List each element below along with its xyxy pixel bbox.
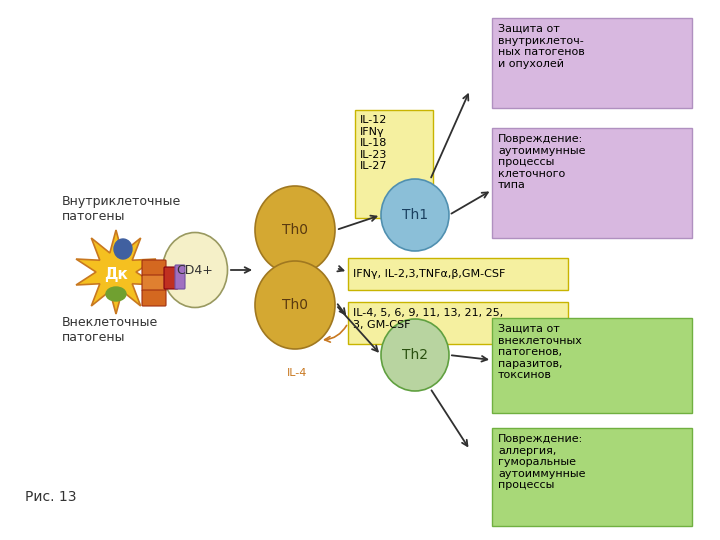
FancyBboxPatch shape [492,18,692,108]
FancyBboxPatch shape [492,428,692,526]
Ellipse shape [381,179,449,251]
Text: Th0: Th0 [282,223,308,237]
Ellipse shape [114,239,132,259]
FancyBboxPatch shape [164,267,178,289]
Text: Внутриклеточные
патогены: Внутриклеточные патогены [62,195,181,223]
FancyBboxPatch shape [492,128,692,238]
Ellipse shape [163,233,228,307]
Polygon shape [76,230,156,314]
Text: Th1: Th1 [402,208,428,222]
Text: IL-4, 5, 6, 9, 11, 13, 21, 25,
3, GM-CSF: IL-4, 5, 6, 9, 11, 13, 21, 25, 3, GM-CSF [353,308,503,329]
FancyBboxPatch shape [492,318,692,413]
Text: IFNγ, IL-2,3,TNFα,β,GM-CSF: IFNγ, IL-2,3,TNFα,β,GM-CSF [353,269,505,279]
Text: Рис. 13: Рис. 13 [25,490,76,504]
Text: Дк: Дк [104,267,128,281]
Text: Th0: Th0 [282,298,308,312]
FancyBboxPatch shape [175,265,185,289]
Text: IL-4: IL-4 [287,368,307,378]
Ellipse shape [255,186,335,274]
Text: Th2: Th2 [402,348,428,362]
Text: Повреждение:
аутоиммунные
процессы
клеточного
типа: Повреждение: аутоиммунные процессы клето… [498,134,585,191]
Text: Защита от
внеклеточных
патогенов,
паразитов,
токсинов: Защита от внеклеточных патогенов, парази… [498,324,582,380]
Text: IL-12
IFNγ
IL-18
IL-23
IL-27: IL-12 IFNγ IL-18 IL-23 IL-27 [360,115,387,171]
FancyBboxPatch shape [142,290,166,306]
Ellipse shape [381,319,449,391]
Text: Внеклеточные
патогены: Внеклеточные патогены [62,316,158,344]
Text: CD4+: CD4+ [176,264,213,276]
Text: Повреждение:
аллергия,
гуморальные
аутоиммунные
процессы: Повреждение: аллергия, гуморальные аутои… [498,434,585,490]
Ellipse shape [255,261,335,349]
FancyBboxPatch shape [142,275,166,291]
FancyBboxPatch shape [348,302,568,344]
FancyBboxPatch shape [348,258,568,290]
Text: Защита от
внутриклеточ-
ных патогенов
и опухолей: Защита от внутриклеточ- ных патогенов и … [498,24,585,69]
Ellipse shape [106,287,126,301]
FancyBboxPatch shape [142,260,166,276]
FancyBboxPatch shape [355,110,433,218]
